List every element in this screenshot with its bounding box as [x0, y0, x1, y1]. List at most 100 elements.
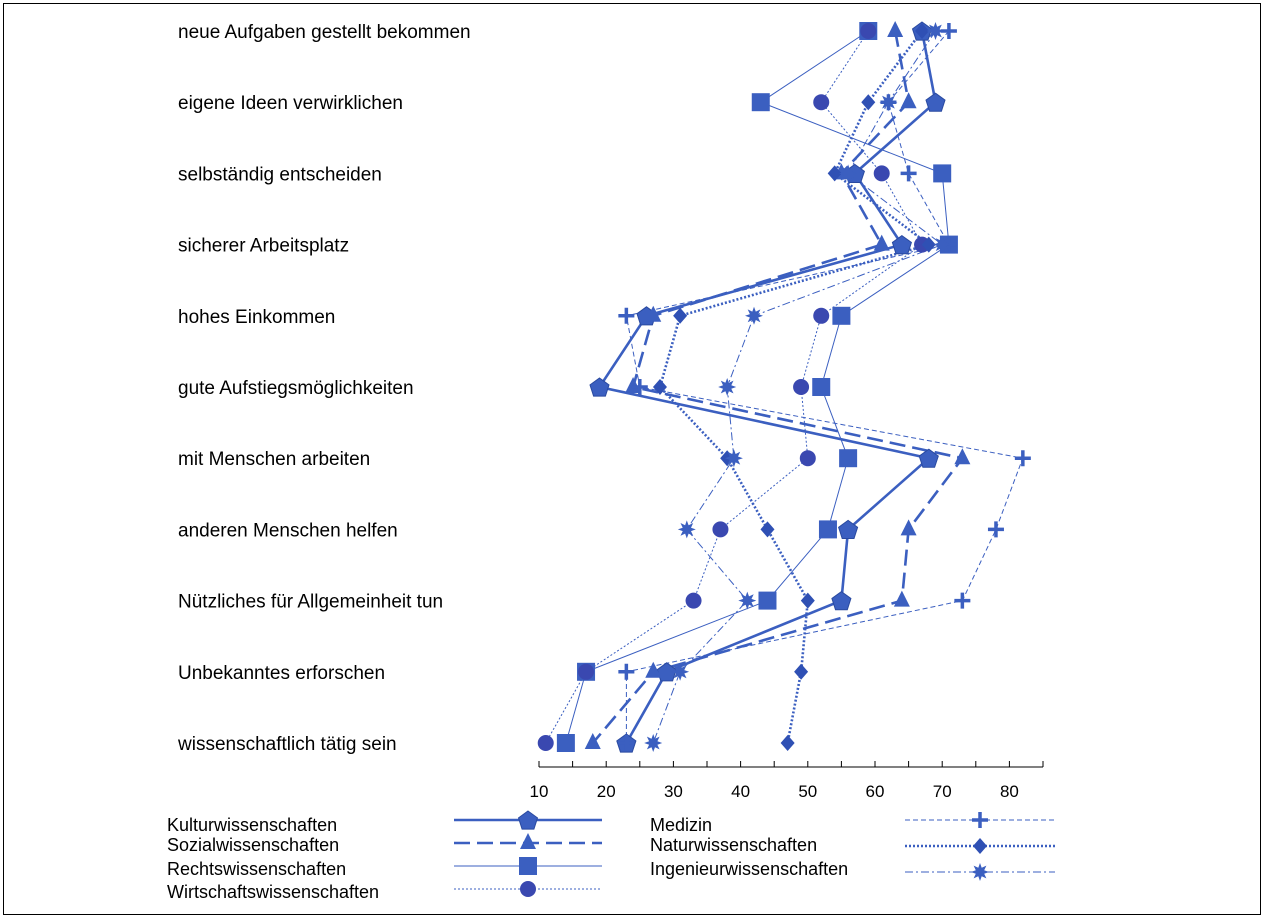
category-label-sicherer-arbeitsplatz: sicherer Arbeitsplatz: [178, 236, 349, 257]
data-point-wirtschaftswissenschaften: [813, 307, 830, 324]
data-point-ingenieurwissenschaften: [933, 235, 952, 254]
data-point-wirtschaftswissenschaften: [793, 379, 810, 395]
data-point-rechtswissenschaften: [812, 378, 831, 396]
data-point-kulturwissenschaften: [589, 377, 610, 397]
data-point-medizin: [618, 663, 635, 680]
legend-marker-wirtschaftswissenschaften: [520, 881, 536, 897]
category-label-hohes-einkommen: hohes Einkommen: [178, 307, 335, 328]
data-point-ingenieurwissenschaften: [839, 164, 858, 183]
data-point-kulturwissenschaften: [838, 519, 859, 539]
data-point-rechtswissenschaften: [839, 449, 858, 468]
data-point-wirtschaftswissenschaften: [685, 592, 702, 609]
data-point-rechtswissenschaften: [556, 734, 575, 752]
data-point-kulturwissenschaften: [831, 590, 852, 611]
data-point-medizin: [900, 165, 917, 182]
data-point-wirtschaftswissenschaften: [537, 735, 554, 751]
category-label-wissenschaftlich-taetig-sein: wissenschaftlich tätig sein: [177, 734, 397, 755]
data-point-sozialwissenschaften: [954, 448, 971, 465]
x-tick-label: 60: [866, 782, 885, 801]
data-point-sozialwissenschaften: [625, 377, 642, 393]
data-point-rechtswissenschaften: [818, 520, 837, 539]
data-point-ingenieurwissenschaften: [671, 662, 690, 681]
data-point-sozialwissenschaften: [645, 661, 662, 678]
data-point-sozialwissenschaften: [900, 92, 917, 109]
data-point-ingenieurwissenschaften: [879, 93, 898, 112]
data-point-medizin: [987, 521, 1004, 538]
series-line-sozialwissenschaften: [591, 30, 965, 744]
data-point-medizin: [631, 379, 648, 395]
data-point-wirtschaftswissenschaften: [799, 450, 816, 467]
data-point-wirtschaftswissenschaften: [873, 165, 890, 182]
category-label-mit-menschen-arbeiten: mit Menschen arbeiten: [178, 449, 370, 470]
data-point-medizin: [618, 307, 635, 324]
category-label-neue-aufgaben-gestellt-bekommen: neue Aufgaben gestellt bekommen: [178, 22, 471, 43]
x-tick-label: 50: [798, 782, 817, 801]
data-point-naturwissenschaften: [915, 23, 930, 39]
data-point-ingenieurwissenschaften: [644, 734, 663, 752]
legend-label-rechtswissenschaften: Rechtswissenschaften: [167, 859, 346, 879]
data-point-ingenieurwissenschaften: [926, 22, 945, 40]
data-point-naturwissenschaften: [800, 592, 815, 609]
data-point-naturwissenschaften: [861, 94, 876, 111]
series-line-naturwissenschaften: [658, 30, 932, 744]
x-tick-label: 30: [664, 782, 683, 801]
legend-marker-naturwissenschaften: [973, 838, 987, 854]
x-tick-label: 20: [597, 782, 616, 801]
data-point-ingenieurwissenschaften: [738, 591, 757, 610]
data-point-ingenieurwissenschaften: [718, 378, 737, 396]
data-point-naturwissenschaften: [652, 379, 667, 395]
category-label-anderen-menschen-helfen: anderen Menschen helfen: [178, 520, 398, 541]
data-point-sozialwissenschaften: [887, 21, 904, 37]
legend-label-naturwissenschaften: Naturwissenschaften: [650, 835, 817, 855]
x-tick-label: 70: [933, 782, 952, 801]
data-point-rechtswissenschaften: [832, 306, 851, 325]
data-point-sozialwissenschaften: [873, 234, 890, 251]
legend-marker-kulturwissenschaften: [517, 810, 539, 830]
data-point-wirtschaftswissenschaften: [578, 663, 595, 680]
legend-label-sozialwissenschaften: Sozialwissenschaften: [167, 835, 339, 855]
data-point-naturwissenschaften: [760, 521, 775, 538]
data-point-sozialwissenschaften: [584, 733, 601, 749]
chart-frame: [3, 3, 1261, 915]
data-point-sozialwissenschaften: [893, 590, 910, 607]
data-point-kulturwissenschaften: [656, 662, 677, 682]
legend-label-kulturwissenschaften: Kulturwissenschaften: [167, 815, 337, 835]
category-label-eigene-ideen-verwirklichen: eigene Ideen verwirklichen: [178, 93, 403, 114]
category-label-gute-aufstiegsmoeglichkeiten: gute Aufstiegsmöglichkeiten: [178, 378, 414, 399]
data-point-naturwissenschaften: [921, 236, 936, 253]
category-label-unbekanntes-erforschen: Unbekanntes erforschen: [178, 663, 385, 684]
data-point-kulturwissenschaften: [918, 448, 939, 468]
legend-marker-medizin: [972, 812, 988, 828]
data-point-ingenieurwissenschaften: [745, 306, 763, 325]
data-point-medizin: [954, 592, 971, 609]
data-point-wirtschaftswissenschaften: [813, 94, 830, 111]
x-tick-label: 80: [1000, 782, 1019, 801]
legend-label-ingenieurwissenschaften: Ingenieurwissenschaften: [650, 859, 848, 879]
series-line-wirtschaftswissenschaften: [545, 30, 923, 744]
category-label-selbstaendig-entscheiden: selbständig entscheiden: [178, 164, 382, 185]
legend-marker-sozialwissenschaften: [520, 833, 536, 849]
data-point-rechtswissenschaften: [758, 591, 777, 610]
x-tick-label: 40: [731, 782, 750, 801]
data-point-medizin: [618, 735, 635, 751]
data-point-naturwissenschaften: [794, 663, 809, 680]
data-point-wirtschaftswissenschaften: [860, 23, 877, 39]
data-point-ingenieurwissenschaften: [724, 449, 743, 468]
legend-marker-rechtswissenschaften: [519, 857, 537, 875]
data-point-naturwissenschaften: [780, 735, 795, 751]
series-line-kulturwissenschaften: [597, 30, 937, 744]
legend-label-wirtschaftswissenschaften: Wirtschaftswissenschaften: [167, 882, 379, 902]
legend-marker-ingenieurwissenschaften: [971, 863, 989, 881]
data-point-sozialwissenschaften: [900, 519, 917, 536]
data-point-medizin: [1014, 450, 1031, 467]
data-point-ingenieurwissenschaften: [677, 520, 696, 539]
data-point-rechtswissenschaften: [751, 93, 770, 112]
data-point-sozialwissenschaften: [645, 305, 662, 322]
data-point-kulturwissenschaften: [891, 234, 912, 255]
data-point-naturwissenschaften: [827, 165, 842, 182]
x-tick-label: 10: [530, 782, 549, 801]
data-point-kulturwissenschaften: [925, 92, 946, 112]
legend-label-medizin: Medizin: [650, 815, 712, 835]
data-point-naturwissenschaften: [673, 307, 688, 324]
